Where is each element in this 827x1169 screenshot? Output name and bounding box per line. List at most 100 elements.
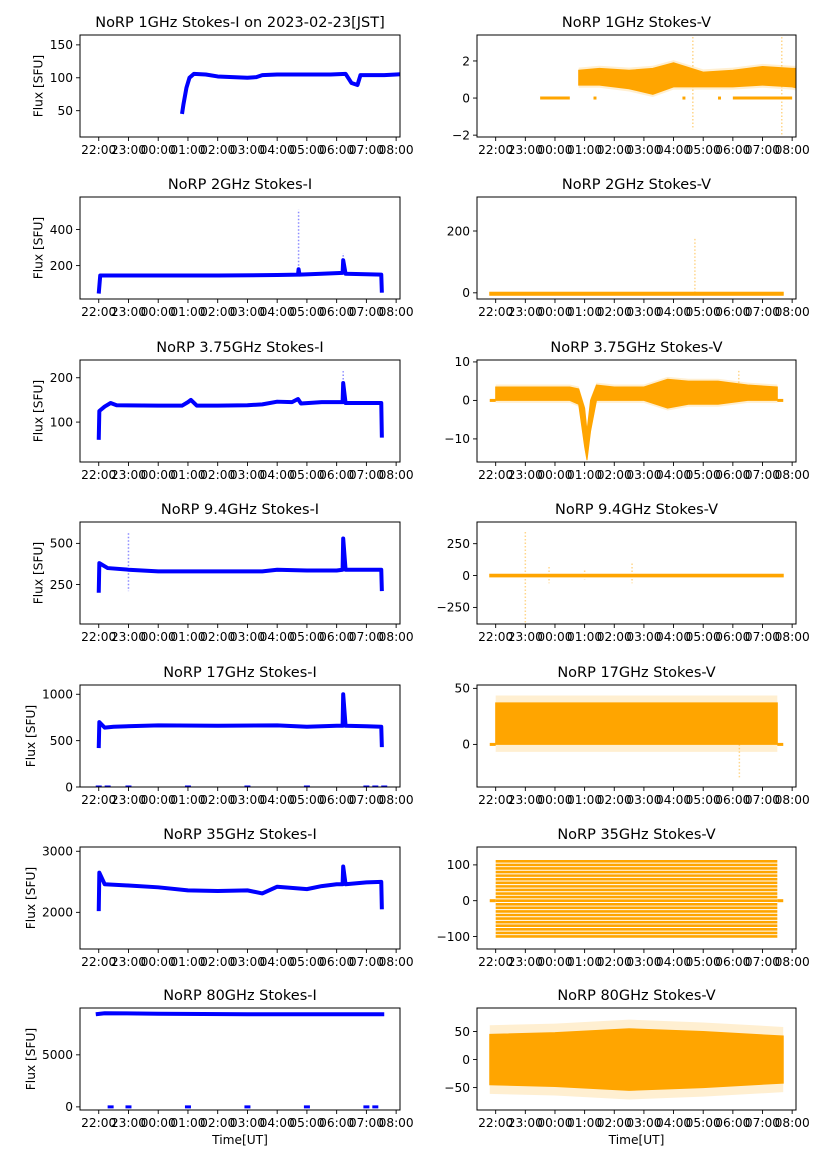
data-trace (96, 864, 384, 912)
data-zero-point (303, 785, 310, 787)
plot-area (489, 1019, 784, 1100)
y-tick-label: 400 (50, 223, 73, 237)
x-tick-label: 05:00 (289, 1116, 324, 1130)
x-tick-label: 03:00 (626, 630, 661, 644)
x-tick-label: 02:00 (597, 793, 632, 807)
subplot-7: 22:0023:0000:0001:0002:0003:0004:0005:00… (32, 502, 414, 644)
x-tick-label: 05:00 (289, 305, 324, 319)
x-tick-label: 05:00 (686, 630, 721, 644)
x-tick-label: 04:00 (656, 143, 691, 157)
y-tick-label: 10 (454, 355, 470, 369)
data-band-halo (489, 573, 784, 578)
y-tick-label: −50 (444, 1081, 470, 1095)
x-tick-label: 00:00 (537, 305, 572, 319)
x-tick-label: 07:00 (349, 793, 384, 807)
y-axis-label: Flux [SFU] (24, 1028, 38, 1090)
data-zero-point (244, 1105, 251, 1109)
y-tick-label: 2 (462, 54, 470, 68)
x-tick-label: 07:00 (349, 305, 384, 319)
x-tick-label: 06:00 (319, 143, 354, 157)
data-zero-point (95, 785, 102, 787)
x-tick-label: 02:00 (200, 305, 235, 319)
y-tick-label: 0 (65, 1100, 73, 1114)
y-tick-label: −100 (437, 930, 470, 944)
x-tick-label: 00:00 (141, 468, 176, 482)
x-tick-label: 08:00 (379, 793, 414, 807)
subplot-4: 22:0023:0000:0001:0002:0003:0004:0005:00… (447, 177, 810, 319)
data-zero-point (104, 785, 111, 787)
x-tick-label: 23:00 (111, 1116, 146, 1130)
x-tick-label: 03:00 (626, 143, 661, 157)
y-tick-label: 250 (447, 537, 470, 551)
y-tick-label: 100 (447, 858, 470, 872)
x-tick-label: 23:00 (111, 793, 146, 807)
x-tick-label: 03:00 (230, 143, 265, 157)
plot-area (95, 692, 388, 787)
x-tick-label: 06:00 (715, 630, 750, 644)
data-zero-point (372, 1105, 379, 1109)
y-tick-label: 100 (50, 71, 73, 85)
subplot-9: 22:0023:0000:0001:0002:0003:0004:0005:00… (24, 665, 414, 807)
x-tick-label: 22:00 (478, 630, 513, 644)
subplot-title: NoRP 17GHz Stokes-I (163, 665, 317, 681)
y-tick-label: 500 (50, 734, 73, 748)
x-tick-label: 23:00 (508, 305, 543, 319)
y-tick-label: 0 (462, 894, 470, 908)
x-tick-label: 03:00 (626, 1116, 661, 1130)
x-tick-label: 03:00 (230, 468, 265, 482)
data-trace (96, 536, 384, 593)
x-tick-label: 01:00 (567, 955, 602, 969)
x-tick-label: 01:00 (567, 468, 602, 482)
x-tick-label: 01:00 (170, 1116, 205, 1130)
x-tick-label: 01:00 (170, 793, 205, 807)
y-tick-label: 50 (454, 1025, 470, 1039)
x-tick-label: 05:00 (686, 793, 721, 807)
x-tick-label: 04:00 (656, 468, 691, 482)
x-tick-label: 08:00 (379, 955, 414, 969)
x-tick-label: 08:00 (775, 630, 810, 644)
y-tick-label: 150 (50, 38, 73, 52)
x-tick-label: 08:00 (379, 305, 414, 319)
subplot-title: NoRP 3.75GHz Stokes-V (550, 340, 722, 356)
x-tick-label: 23:00 (111, 468, 146, 482)
data-zero-point (363, 785, 370, 787)
plot-area (489, 860, 784, 938)
x-tick-label: 06:00 (319, 305, 354, 319)
y-tick-label: 200 (50, 371, 73, 385)
y-axis-label: Flux [SFU] (32, 217, 46, 279)
x-tick-label: 08:00 (379, 630, 414, 644)
x-tick-label: 23:00 (111, 143, 146, 157)
plot-area (540, 36, 796, 136)
x-tick-label: 06:00 (319, 468, 354, 482)
y-tick-label: 0 (462, 394, 470, 408)
x-tick-label: 00:00 (537, 468, 572, 482)
x-tick-label: 04:00 (656, 1116, 691, 1130)
x-tick-label: 08:00 (379, 143, 414, 157)
x-tick-label: 22:00 (478, 955, 513, 969)
subplot-title: NoRP 3.75GHz Stokes-I (156, 340, 323, 356)
x-tick-label: 05:00 (686, 143, 721, 157)
data-zero-point (372, 785, 379, 787)
x-tick-label: 04:00 (260, 793, 295, 807)
x-tick-label: 04:00 (260, 1116, 295, 1130)
x-tick-label: 03:00 (626, 793, 661, 807)
x-tick-label: 04:00 (260, 630, 295, 644)
plot-area (96, 864, 384, 912)
x-tick-label: 08:00 (775, 793, 810, 807)
data-zero-point (184, 785, 191, 787)
y-tick-label: 0 (462, 91, 470, 105)
subplot-title: NoRP 80GHz Stokes-I (163, 988, 317, 1004)
subplot-12: 22:0023:0000:0001:0002:0003:0004:0005:00… (437, 827, 810, 969)
x-tick-label: 07:00 (745, 468, 780, 482)
x-tick-label: 06:00 (715, 143, 750, 157)
data-band-halo (489, 1019, 784, 1100)
x-tick-label: 02:00 (200, 143, 235, 157)
plot-area (95, 1011, 385, 1109)
x-tick-label: 08:00 (775, 955, 810, 969)
data-trace (96, 692, 384, 749)
x-tick-label: 23:00 (508, 468, 543, 482)
x-tick-label: 00:00 (141, 793, 176, 807)
axes-frame (476, 196, 797, 300)
x-tick-label: 00:00 (141, 955, 176, 969)
x-tick-label: 23:00 (508, 1116, 543, 1130)
